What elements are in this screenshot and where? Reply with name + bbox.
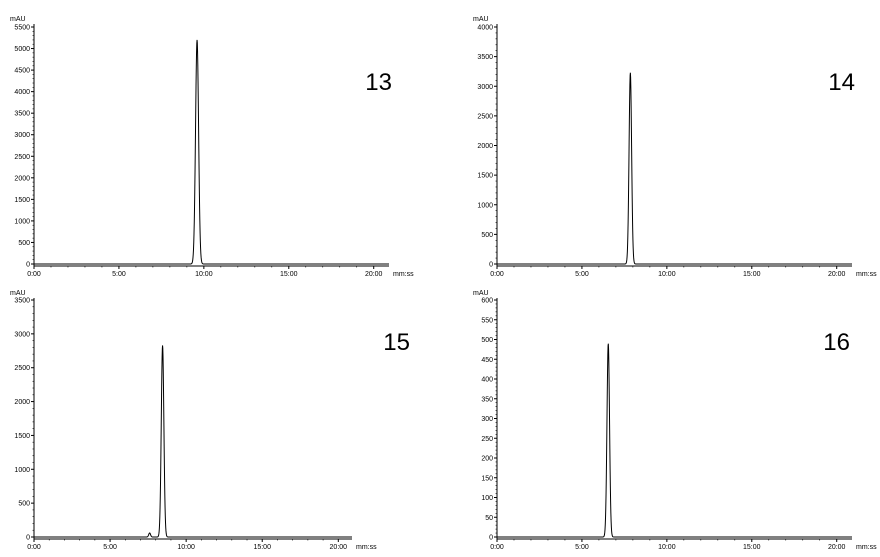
y-tick-label: 2500 bbox=[14, 154, 30, 161]
x-axis-unit: mm:ss bbox=[393, 271, 414, 278]
y-tick-label: 3500 bbox=[14, 298, 30, 305]
x-tick-label: 5:00 bbox=[112, 271, 126, 278]
y-tick-label: 600 bbox=[481, 298, 493, 305]
y-tick-label: 3500 bbox=[477, 54, 493, 61]
y-axis-label: mAU bbox=[473, 290, 489, 297]
y-tick-label: 100 bbox=[481, 495, 493, 502]
y-tick-label: 500 bbox=[18, 501, 30, 508]
y-tick-label: 2500 bbox=[14, 365, 30, 372]
panel-number-label: 14 bbox=[828, 69, 855, 96]
y-tick-label: 450 bbox=[481, 357, 493, 364]
y-tick-label: 0 bbox=[26, 535, 30, 542]
y-axis-label: mAU bbox=[10, 290, 26, 297]
y-tick-label: 350 bbox=[481, 396, 493, 403]
x-axis-unit: mm:ss bbox=[856, 271, 877, 278]
chromatogram-trace bbox=[34, 39, 389, 265]
y-tick-label: 3000 bbox=[14, 331, 30, 338]
x-tick-label: 0:00 bbox=[490, 271, 504, 278]
x-tick-label: 5:00 bbox=[575, 271, 589, 278]
y-tick-label: 1000 bbox=[477, 202, 493, 209]
x-axis-unit: mm:ss bbox=[356, 544, 377, 551]
y-tick-label: 4000 bbox=[477, 25, 493, 32]
y-tick-label: 0 bbox=[489, 535, 493, 542]
y-tick-label: 250 bbox=[481, 436, 493, 443]
y-tick-label: 3000 bbox=[14, 132, 30, 139]
y-tick-label: 3000 bbox=[477, 84, 493, 91]
y-tick-label: 1500 bbox=[14, 197, 30, 204]
x-tick-label: 10:00 bbox=[658, 271, 676, 278]
x-tick-label: 5:00 bbox=[103, 544, 117, 551]
y-tick-label: 1000 bbox=[14, 218, 30, 225]
chart-panel-13: 0 500 1000 1500 2000 2500 3000 3500 4000 4500 5000… bbox=[10, 16, 414, 278]
y-tick-label: 2000 bbox=[14, 399, 30, 406]
y-tick-label: 4000 bbox=[14, 89, 30, 96]
x-tick-label: 15:00 bbox=[743, 544, 761, 551]
y-axis-label: mAU bbox=[10, 16, 26, 23]
x-tick-label: 10:00 bbox=[658, 544, 676, 551]
y-tick-label: 400 bbox=[481, 377, 493, 384]
chromatogram-trace bbox=[497, 72, 852, 265]
panel-number-label: 13 bbox=[365, 69, 392, 96]
y-tick-label: 500 bbox=[18, 240, 30, 247]
y-tick-label: 1500 bbox=[477, 173, 493, 180]
y-tick-label: 2000 bbox=[477, 143, 493, 150]
panel-number-label: 16 bbox=[823, 329, 850, 356]
y-tick-label: 550 bbox=[481, 317, 493, 324]
x-tick-label: 0:00 bbox=[490, 544, 504, 551]
y-axis-label: mAU bbox=[473, 16, 489, 23]
y-tick-label: 150 bbox=[481, 475, 493, 482]
y-tick-label: 5500 bbox=[14, 25, 30, 32]
x-axis-unit: mm:ss bbox=[856, 544, 877, 551]
y-tick-label: 5000 bbox=[14, 46, 30, 53]
x-tick-label: 0:00 bbox=[27, 544, 41, 551]
y-tick-label: 2500 bbox=[477, 113, 493, 120]
y-tick-label: 0 bbox=[489, 262, 493, 269]
chromatogram-trace bbox=[34, 345, 352, 538]
y-tick-label: 500 bbox=[481, 337, 493, 344]
x-tick-label: 15:00 bbox=[743, 271, 761, 278]
y-tick-label: 1000 bbox=[14, 467, 30, 474]
x-tick-label: 20:00 bbox=[365, 271, 383, 278]
x-tick-label: 20:00 bbox=[330, 544, 348, 551]
x-tick-label: 15:00 bbox=[253, 544, 271, 551]
x-tick-label: 10:00 bbox=[177, 544, 195, 551]
x-tick-label: 10:00 bbox=[195, 271, 213, 278]
panel-number-label: 15 bbox=[383, 329, 410, 356]
chromatogram-trace bbox=[497, 343, 852, 538]
y-tick-label: 0 bbox=[26, 262, 30, 269]
y-tick-label: 4500 bbox=[14, 68, 30, 75]
x-tick-label: 20:00 bbox=[828, 271, 846, 278]
y-tick-label: 2000 bbox=[14, 175, 30, 182]
y-tick-label: 50 bbox=[485, 515, 493, 522]
x-tick-label: 0:00 bbox=[27, 271, 41, 278]
x-tick-label: 5:00 bbox=[575, 544, 589, 551]
y-tick-label: 300 bbox=[481, 416, 493, 423]
y-tick-label: 3500 bbox=[14, 111, 30, 118]
x-tick-label: 15:00 bbox=[280, 271, 298, 278]
y-tick-label: 500 bbox=[481, 232, 493, 239]
y-tick-label: 200 bbox=[481, 456, 493, 463]
x-tick-label: 20:00 bbox=[828, 544, 846, 551]
chart-panel-14: 0 500 1000 1500 2000 2500 3000 3500 4000 mAU 0:00 5… bbox=[473, 16, 877, 278]
y-tick-label: 1500 bbox=[14, 433, 30, 440]
